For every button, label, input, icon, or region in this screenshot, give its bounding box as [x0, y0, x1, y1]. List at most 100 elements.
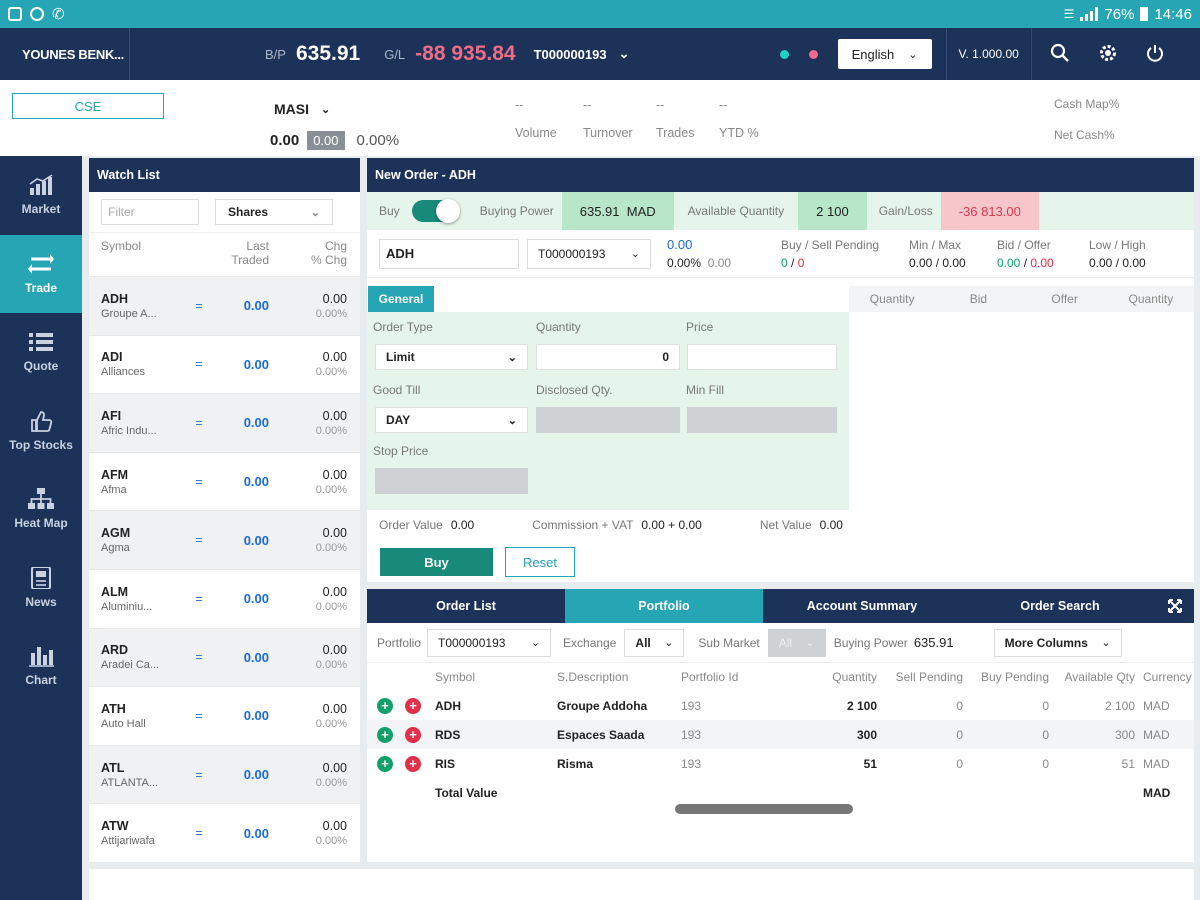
portfolio-row[interactable]: + + ADH Groupe Addoha 193 2 100 0 0 2 100 MAD — [367, 691, 1194, 720]
exchange-button[interactable]: CSE — [12, 93, 164, 119]
good-till-dropdown[interactable]: DAY ⌄ — [375, 407, 528, 433]
row-last-traded: 0.00 — [243, 708, 269, 724]
row-name: Attijariwafa — [101, 835, 155, 848]
buy-sell-pending: Buy / Sell Pending 0 / 0 — [781, 237, 880, 270]
pf-available-qty: 2 100 — [1104, 698, 1135, 713]
watch-list-row[interactable]: ATW Attijariwafa = 0.00 0.00 0.00% — [89, 803, 360, 862]
shares-dropdown[interactable]: Shares ⌄ — [215, 199, 333, 225]
pf-available-qty: 51 — [1121, 756, 1135, 771]
sub-market-dropdown: All ⌄ — [767, 628, 826, 657]
chevron-down-icon: ⌄ — [618, 46, 630, 61]
buy-button[interactable]: Buy — [380, 548, 493, 576]
min-fill-label: Min Fill — [686, 383, 724, 397]
nav-market[interactable]: Market — [0, 156, 82, 235]
col-pf-symbol[interactable]: Symbol — [435, 670, 476, 684]
col-pf-buy-pending[interactable]: Buy Pending — [980, 670, 1049, 684]
reset-button[interactable]: Reset — [505, 547, 575, 577]
watch-list-row[interactable]: ATL ATLANTA... = 0.00 0.00 0.00% — [89, 744, 360, 804]
chevron-down-icon: ⌄ — [507, 351, 517, 364]
col-change[interactable]: Chg% Chg — [310, 239, 347, 267]
col-last-traded[interactable]: Last Traded — [231, 239, 269, 267]
watch-list-row[interactable]: AFI Afric Indu... = 0.00 0.00 0.00% — [89, 393, 360, 452]
chevron-down-icon: ⌄ — [310, 206, 320, 219]
remove-icon[interactable]: + — [405, 726, 421, 743]
watch-list-row[interactable]: ARD Aradei Ca... = 0.00 0.00 0.00% — [89, 627, 360, 687]
nav-quote[interactable]: Quote — [0, 313, 82, 392]
remove-icon[interactable]: + — [405, 697, 421, 714]
watch-list-row[interactable]: ADH Groupe A... = 0.00 0.00 0.00% — [89, 276, 360, 335]
col-symbol[interactable]: Symbol — [101, 239, 142, 253]
remove-icon[interactable]: + — [405, 755, 421, 772]
gear-icon[interactable] — [1098, 43, 1118, 66]
pf-currency: MAD — [1143, 756, 1170, 771]
nav-label: Trade — [24, 280, 57, 295]
col-pf-currency[interactable]: Currency — [1143, 670, 1192, 684]
row-symbol: AFI — [101, 408, 122, 423]
add-icon[interactable]: + — [377, 697, 393, 714]
gallery-notification-icon — [8, 7, 22, 21]
add-icon[interactable]: + — [377, 755, 393, 772]
more-columns-dropdown[interactable]: More Columns ⌄ — [993, 628, 1122, 657]
buy-sell-toggle[interactable] — [411, 199, 460, 223]
tab-order-search[interactable]: Order Search — [1020, 599, 1100, 613]
portfolio-table-header: Symbol S.Description Portfolio Id Quanti… — [367, 663, 1194, 691]
portfolio-row[interactable]: + + RIS Risma 193 51 0 0 51 MAD — [367, 749, 1194, 778]
tab-portfolio[interactable]: Portfolio — [565, 589, 763, 623]
horizontal-scrollbar[interactable] — [675, 804, 853, 814]
list-icon — [28, 331, 54, 353]
market-summary-bar: CSE MASI ⌄ 0.00 0.00 0.00% -- Volume -- Tu… — [0, 80, 1200, 156]
symbol-input[interactable]: ADH — [379, 238, 519, 269]
filter-input[interactable]: Filter — [101, 199, 199, 225]
min-fill-input — [687, 407, 837, 433]
nav-top-stocks[interactable]: Top Stocks — [0, 392, 82, 471]
portfolio-dropdown[interactable]: T000000193 ⌄ — [427, 628, 552, 657]
nav-trade[interactable]: Trade — [0, 234, 82, 313]
expand-icon[interactable] — [1168, 589, 1182, 623]
row-last-traded: 0.00 — [243, 415, 269, 431]
pf-portfolio-id: 193 — [681, 727, 702, 742]
nav-label: Chart — [25, 673, 57, 688]
row-change-pct: 0.00% — [315, 424, 347, 437]
user-name[interactable]: YOUNES BENK... — [0, 28, 130, 80]
row-change: 0.00 — [322, 467, 347, 482]
tab-order-list[interactable]: Order List — [436, 599, 496, 613]
row-last-traded: 0.00 — [243, 356, 269, 372]
nav-heat-map[interactable]: Heat Map — [0, 470, 82, 549]
order-type-dropdown[interactable]: Limit ⌄ — [375, 344, 528, 370]
buy-side-label: Buy — [379, 204, 400, 218]
quantity-input[interactable]: 0 — [536, 344, 680, 370]
tab-account-summary[interactable]: Account Summary — [806, 599, 918, 613]
account-selector[interactable]: T000000193 ⌄ — [534, 46, 630, 62]
col-pf-description[interactable]: S.Description — [557, 670, 629, 684]
buying-power-value: 635.91 MAD — [561, 192, 674, 230]
col-pf-portfolio-id[interactable]: Portfolio Id — [681, 670, 739, 684]
order-account-selector[interactable]: T000000193 ⌄ — [527, 238, 651, 269]
exchange-dropdown[interactable]: All ⌄ — [624, 628, 685, 657]
power-icon[interactable] — [1146, 44, 1164, 65]
search-icon[interactable] — [1050, 43, 1070, 66]
col-pf-quantity[interactable]: Quantity — [832, 670, 877, 684]
row-change: 0.00 — [322, 291, 347, 306]
nav-news[interactable]: News — [0, 549, 82, 628]
watch-list-row[interactable]: AFM Afma = 0.00 0.00 0.00% — [89, 451, 360, 511]
portfolio-panel: Order List Portfolio Account Summary Ord… — [367, 589, 1194, 862]
nav-chart[interactable]: Chart — [0, 627, 82, 706]
trades-stat: -- Trades — [656, 98, 695, 140]
index-selector[interactable]: MASI ⌄ — [274, 101, 330, 117]
watch-list-row[interactable]: ADI Alliances = 0.00 0.00 0.00% — [89, 334, 360, 394]
col-pf-sell-pending[interactable]: Sell Pending — [895, 670, 963, 684]
watch-list-row[interactable]: ALM Aluminiu... = 0.00 0.00 0.00% — [89, 568, 360, 628]
pf-portfolio-id: 193 — [681, 756, 702, 771]
tab-general[interactable]: General — [368, 286, 434, 312]
row-change: 0.00 — [322, 584, 347, 599]
portfolio-row[interactable]: + + RDS Espaces Saada 193 300 0 0 300 MAD — [367, 720, 1194, 749]
unchanged-icon: = — [195, 708, 203, 723]
add-icon[interactable]: + — [377, 726, 393, 743]
pf-symbol: ADH — [435, 698, 461, 713]
col-pf-available-qty[interactable]: Available Qty — [1064, 670, 1135, 684]
watch-list-row[interactable]: ATH Auto Hall = 0.00 0.00 0.00% — [89, 686, 360, 745]
price-input[interactable] — [687, 344, 837, 370]
watch-list-panel: Watch List Filter Shares ⌄ Symbol Last Tr… — [89, 158, 360, 862]
watch-list-row[interactable]: AGM Agma = 0.00 0.00 0.00% — [89, 510, 360, 569]
language-selector[interactable]: English ⌄ — [837, 39, 932, 69]
